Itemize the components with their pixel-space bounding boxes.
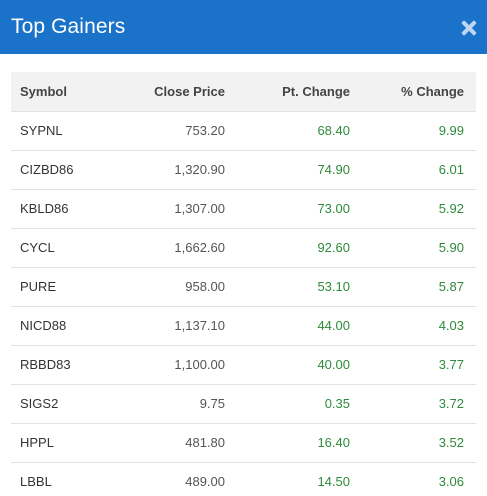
pct-change-cell: 3.06 — [438, 474, 464, 489]
column-header-pt-change[interactable]: Pt. Change — [282, 83, 350, 99]
modal-header: Top Gainers — [0, 0, 487, 54]
pt-change-cell: 16.40 — [317, 435, 350, 450]
table-row[interactable]: CIZBD86 1,320.90 74.90 6.01 — [11, 150, 476, 189]
close-price-cell: 753.20 — [185, 123, 225, 138]
symbol-cell: PURE — [20, 279, 57, 294]
table-row[interactable]: PURE 958.00 53.10 5.87 — [11, 267, 476, 306]
table-row[interactable]: CYCL 1,662.60 92.60 5.90 — [11, 228, 476, 267]
close-price-cell: 489.00 — [185, 474, 225, 489]
modal-title: Top Gainers — [11, 15, 126, 38]
pct-change-cell: 3.77 — [438, 357, 464, 372]
symbol-cell: SIGS2 — [20, 396, 59, 411]
pct-change-cell: 9.99 — [438, 123, 464, 138]
close-price-cell: 9.75 — [199, 396, 225, 411]
pt-change-cell: 14.50 — [317, 474, 350, 489]
table-header-row: Symbol Close Price Pt. Change % Change — [11, 72, 476, 111]
table-row[interactable]: SIGS2 9.75 0.35 3.72 — [11, 384, 476, 423]
symbol-cell: NICD88 — [20, 318, 67, 333]
close-price-cell: 958.00 — [185, 279, 225, 294]
pt-change-cell: 92.60 — [317, 240, 350, 255]
table-row[interactable]: SYPNL 753.20 68.40 9.99 — [11, 111, 476, 150]
close-price-cell: 1,137.10 — [174, 318, 225, 333]
pt-change-cell: 53.10 — [317, 279, 350, 294]
symbol-cell: HPPL — [20, 435, 54, 450]
pt-change-cell: 73.00 — [317, 201, 350, 216]
pt-change-cell: 44.00 — [317, 318, 350, 333]
symbol-cell: CYCL — [20, 240, 55, 255]
close-price-cell: 1,307.00 — [174, 201, 225, 216]
pct-change-cell: 4.03 — [438, 318, 464, 333]
pct-change-cell: 3.72 — [438, 396, 464, 411]
column-header-symbol[interactable]: Symbol — [20, 83, 67, 99]
pt-change-cell: 74.90 — [317, 162, 350, 177]
table-row[interactable]: NICD88 1,137.10 44.00 4.03 — [11, 306, 476, 345]
pct-change-cell: 5.92 — [438, 201, 464, 216]
column-header-pct-change[interactable]: % Change — [401, 83, 464, 99]
close-icon[interactable] — [460, 19, 478, 37]
column-header-close-price[interactable]: Close Price — [154, 83, 225, 99]
symbol-cell: SYPNL — [20, 123, 63, 138]
close-price-cell: 481.80 — [185, 435, 225, 450]
table-row[interactable]: HPPL 481.80 16.40 3.52 — [11, 423, 476, 462]
pct-change-cell: 5.90 — [438, 240, 464, 255]
table-row[interactable]: KBLD86 1,307.00 73.00 5.92 — [11, 189, 476, 228]
pt-change-cell: 40.00 — [317, 357, 350, 372]
close-price-cell: 1,662.60 — [174, 240, 225, 255]
pct-change-cell: 6.01 — [438, 162, 464, 177]
symbol-cell: CIZBD86 — [20, 162, 74, 177]
symbol-cell: LBBL — [20, 474, 52, 489]
pt-change-cell: 68.40 — [317, 123, 350, 138]
table-row[interactable]: LBBL 489.00 14.50 3.06 — [11, 462, 476, 496]
gainers-table: Symbol Close Price Pt. Change % Change S… — [11, 72, 476, 496]
table-row[interactable]: RBBD83 1,100.00 40.00 3.77 — [11, 345, 476, 384]
close-price-cell: 1,100.00 — [174, 357, 225, 372]
pt-change-cell: 0.35 — [324, 396, 350, 411]
gainers-table-container: Symbol Close Price Pt. Change % Change S… — [11, 72, 476, 496]
symbol-cell: KBLD86 — [20, 201, 69, 216]
close-price-cell: 1,320.90 — [174, 162, 225, 177]
pct-change-cell: 3.52 — [438, 435, 464, 450]
symbol-cell: RBBD83 — [20, 357, 71, 372]
pct-change-cell: 5.87 — [438, 279, 464, 294]
